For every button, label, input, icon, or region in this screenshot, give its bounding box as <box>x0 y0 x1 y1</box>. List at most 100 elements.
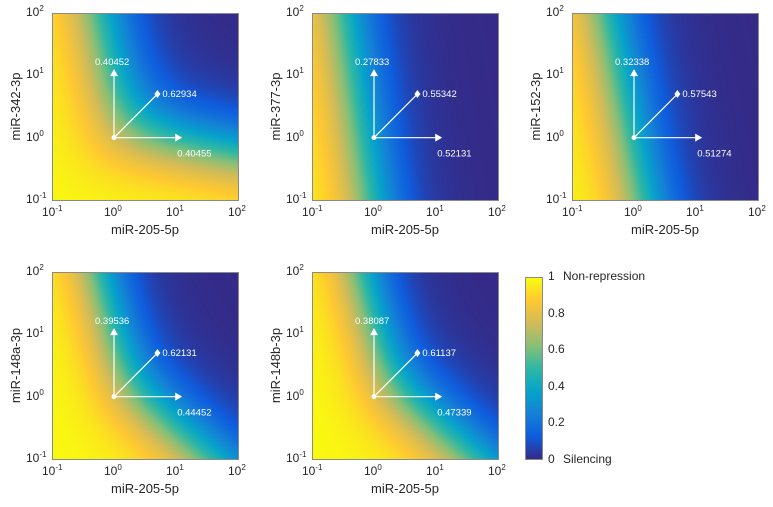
vertical-arrowhead <box>110 328 118 336</box>
vertical-sensitivity-label: 0.27833 <box>355 57 389 68</box>
horizontal-arrowhead <box>175 392 183 401</box>
y-tick-label: 100 <box>26 387 44 403</box>
y-axis-label: miR-342-3p <box>8 72 23 141</box>
x-tick-label: 102 <box>488 204 506 219</box>
y-axis-label: miR-152-3p <box>528 72 543 141</box>
y-tick-label: 102 <box>26 4 44 19</box>
x-tick-label: 102 <box>228 204 246 219</box>
x-tick-label: 101 <box>686 204 704 219</box>
y-axis-label: miR-148b-3p <box>268 327 283 404</box>
x-tick-label: 101 <box>426 204 444 219</box>
diagonal-diamond <box>674 90 681 99</box>
x-tick-label: 10-1 <box>302 463 323 478</box>
colorbar-tick-label: 1 <box>548 269 555 283</box>
diagonal-arrow <box>113 352 158 398</box>
sensitivity-arrows: 0.38087 0.61137 0.47339 <box>355 316 472 419</box>
diagonal-arrow <box>113 93 158 139</box>
vertical-sensitivity-label: 0.38087 <box>355 316 389 327</box>
x-tick-label: 101 <box>426 463 444 478</box>
x-tick-label: 100 <box>104 204 122 219</box>
sensitivity-arrows: 0.32338 0.57543 0.51274 <box>615 57 732 160</box>
x-tick-label: 101 <box>166 463 184 478</box>
y-axis-label: miR-148a-3p <box>8 327 23 404</box>
horizontal-sensitivity-label: 0.47339 <box>437 408 471 419</box>
y-tick-label: 100 <box>286 128 304 144</box>
diagonal-diamond <box>154 90 161 99</box>
diagonal-diamond <box>154 349 161 358</box>
diagonal-sensitivity-label: 0.57543 <box>682 89 716 100</box>
diagonal-diamond <box>414 349 421 358</box>
diagonal-arrow <box>373 352 418 398</box>
vertical-arrowhead <box>110 69 118 77</box>
horizontal-arrowhead <box>435 392 443 401</box>
colorbar <box>525 277 543 460</box>
vertical-sensitivity-label: 0.40452 <box>95 57 129 68</box>
heatmap-panel-3: 0.32338 0.57543 0.51274 <box>572 13 759 201</box>
horizontal-sensitivity-label: 0.40455 <box>177 149 211 160</box>
y-tick-label: 102 <box>546 4 564 19</box>
x-tick-label: 102 <box>228 463 246 478</box>
x-tick-label: 10-1 <box>42 204 63 219</box>
colorbar-tick-label: 0.2 <box>548 415 565 430</box>
x-axis-label: miR-205-5p <box>111 222 179 237</box>
x-axis-label: miR-205-5p <box>371 222 439 237</box>
heatmap-panel-2: 0.27833 0.55342 0.52131 <box>312 13 499 201</box>
diagonal-sensitivity-label: 0.62131 <box>162 348 196 359</box>
colorbar-bottom-label: Silencing <box>563 452 612 466</box>
x-axis-label: miR-205-5p <box>371 481 439 496</box>
vertical-arrowhead <box>370 328 378 336</box>
x-axis-label: miR-205-5p <box>111 481 179 496</box>
vertical-sensitivity-label: 0.39536 <box>95 316 129 327</box>
colorbar-tick-label: 0 <box>548 452 555 466</box>
y-tick-label: 101 <box>286 325 304 341</box>
x-tick-label: 10-1 <box>562 204 583 219</box>
y-tick-label: 10-1 <box>26 191 47 206</box>
colorbar-top-label: Non-repression <box>563 269 646 283</box>
x-tick-label: 10-1 <box>302 204 323 219</box>
x-tick-label: 100 <box>364 204 382 219</box>
x-tick-label: 10-1 <box>42 463 63 478</box>
y-tick-label: 100 <box>26 128 44 144</box>
heatmap-panel-1: 0.40452 0.62934 0.40455 <box>52 13 239 201</box>
sensitivity-arrows: 0.39536 0.62131 0.44452 <box>95 316 212 419</box>
x-axis-label: miR-205-5p <box>631 222 699 237</box>
y-tick-label: 102 <box>26 263 44 278</box>
y-tick-label: 10-1 <box>286 450 307 465</box>
x-tick-label: 102 <box>748 204 766 219</box>
colorbar-tick-label: 0.4 <box>548 378 565 393</box>
y-tick-label: 102 <box>286 263 304 278</box>
y-tick-label: 101 <box>26 66 44 82</box>
x-tick-label: 100 <box>364 463 382 478</box>
colorbar-tick-label: 0.8 <box>548 305 565 320</box>
vertical-sensitivity-label: 0.32338 <box>615 57 649 68</box>
x-tick-label: 100 <box>624 204 642 219</box>
diagonal-sensitivity-label: 0.62934 <box>162 89 196 100</box>
diagonal-arrow <box>633 93 678 139</box>
diagonal-diamond <box>414 90 421 99</box>
sensitivity-arrows: 0.27833 0.55342 0.52131 <box>355 57 472 160</box>
sensitivity-arrows: 0.40452 0.62934 0.40455 <box>95 57 212 160</box>
y-axis-label: miR-377-3p <box>268 72 283 141</box>
vertical-arrowhead <box>370 69 378 77</box>
diagonal-arrow <box>373 93 418 139</box>
y-tick-label: 10-1 <box>286 191 307 206</box>
y-tick-label: 100 <box>546 128 564 144</box>
y-tick-label: 101 <box>26 325 44 341</box>
heatmap-panel-4: 0.39536 0.62131 0.44452 <box>52 272 239 460</box>
colorbar-tick-label: 0.6 <box>548 342 565 357</box>
x-tick-label: 100 <box>104 463 122 478</box>
horizontal-arrowhead <box>435 133 443 142</box>
y-tick-label: 101 <box>546 66 564 82</box>
y-tick-label: 101 <box>286 66 304 82</box>
horizontal-arrowhead <box>695 133 703 142</box>
x-tick-label: 101 <box>166 204 184 219</box>
y-tick-label: 100 <box>286 387 304 403</box>
horizontal-arrowhead <box>175 133 183 142</box>
horizontal-sensitivity-label: 0.52131 <box>437 149 471 160</box>
x-tick-label: 102 <box>488 463 506 478</box>
y-tick-label: 102 <box>286 4 304 19</box>
horizontal-sensitivity-label: 0.51274 <box>697 149 731 160</box>
heatmap-panel-5: 0.38087 0.61137 0.47339 <box>312 272 499 460</box>
diagonal-sensitivity-label: 0.55342 <box>422 89 456 100</box>
